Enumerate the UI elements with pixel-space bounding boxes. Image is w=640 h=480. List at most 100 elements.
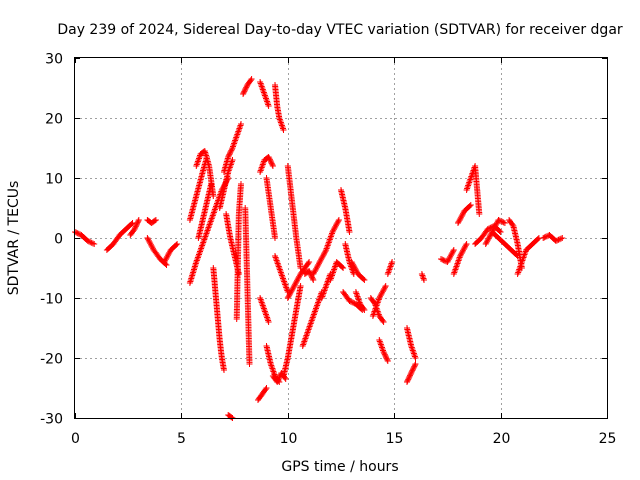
data-point-markers [450, 241, 470, 277]
data-point-markers [404, 361, 419, 385]
series-arc-22 [257, 154, 276, 175]
data-point-markers [257, 154, 276, 175]
data-point-markers [404, 325, 419, 361]
series-arc-46 [404, 361, 419, 385]
series-arc-25 [272, 82, 287, 133]
series-arc-20 [257, 295, 272, 325]
series-arc-43 [376, 337, 391, 364]
series-arc-02 [103, 220, 136, 253]
series-arc-06 [161, 241, 181, 265]
x-tick-label: 20 [493, 431, 511, 447]
series-arc-18 [242, 205, 253, 367]
data-point-markers [540, 232, 566, 244]
series-arc-26 [263, 175, 278, 241]
data-points [72, 76, 566, 421]
data-point-markers [221, 121, 244, 175]
series-arc-14 [216, 157, 236, 211]
x-tick-label: 25 [599, 431, 617, 447]
series-arc-12 [221, 121, 244, 175]
chart-title: Day 239 of 2024, Sidereal Day-to-day VTE… [57, 22, 623, 38]
data-point-markers [272, 82, 287, 133]
y-axis-label: SDTVAR / TECUs [6, 181, 22, 296]
series-arc-39 [352, 289, 368, 313]
series-arc-05 [144, 235, 170, 268]
plot-frame [74, 57, 608, 419]
data-point-markers [463, 163, 483, 217]
data-point-markers [255, 385, 270, 403]
data-point-markers [284, 163, 304, 271]
series-arc-35 [327, 259, 347, 283]
data-point-markers [284, 259, 313, 301]
data-point-markers [376, 337, 391, 364]
data-point-markers [272, 253, 291, 295]
series-arc-17 [240, 76, 255, 97]
series-arc-58 [540, 232, 566, 244]
y-tick-label: -10 [40, 292, 63, 308]
series-arc-04 [144, 217, 159, 226]
x-tick-label: 0 [71, 431, 80, 447]
series-arc-21 [255, 385, 270, 403]
series-arc-27 [272, 253, 291, 295]
series-arc-42 [369, 283, 389, 319]
data-point-markers [195, 181, 215, 241]
data-point-markers [242, 205, 253, 367]
series-arc-16 [233, 181, 244, 322]
series-arc-19 [257, 79, 272, 109]
data-point-markers [489, 229, 521, 259]
data-point-markers [352, 289, 368, 313]
data-point-markers [455, 202, 474, 226]
series-arc-57 [523, 235, 542, 253]
data-point-markers [369, 283, 389, 319]
series-arc-50 [455, 202, 474, 226]
data-point-markers [310, 217, 342, 277]
data-point-markers [338, 187, 353, 235]
data-point-markers [240, 76, 255, 97]
series-arc-30 [284, 259, 313, 301]
series-arc-10 [195, 181, 215, 241]
y-tick-label: 20 [45, 112, 63, 128]
y-axis-ticks: -30 -20 -10 0 10 20 30 [40, 52, 607, 428]
data-point-markers [257, 295, 272, 325]
data-point-markers [438, 247, 457, 265]
x-tick-label: 10 [280, 431, 298, 447]
y-tick-label: 10 [45, 172, 63, 188]
grid [75, 58, 607, 418]
series-arc-47 [418, 271, 427, 283]
series-arc-49 [450, 241, 470, 277]
y-tick-label: -30 [40, 412, 63, 428]
data-point-markers [384, 259, 396, 277]
data-point-markers [327, 259, 347, 283]
series-arc-54 [489, 229, 521, 259]
series-arc-40 [348, 259, 368, 283]
series-arc-48 [438, 247, 457, 265]
data-point-markers [233, 181, 244, 322]
data-point-markers [348, 259, 368, 283]
x-tick-label: 5 [177, 431, 186, 447]
series-arc-15 [225, 412, 236, 421]
y-tick-label: 0 [54, 232, 63, 248]
data-point-markers [280, 283, 304, 379]
series-arc-29 [284, 163, 304, 271]
data-point-markers [257, 79, 272, 109]
series-arc-45 [404, 325, 419, 361]
data-point-markers [216, 157, 236, 211]
series-arc-33 [310, 217, 342, 277]
data-point-markers [263, 175, 278, 241]
data-point-markers [144, 235, 170, 268]
y-tick-label: -20 [40, 352, 63, 368]
series-arc-28 [280, 283, 304, 379]
data-point-markers [225, 412, 236, 421]
data-point-markers [418, 271, 427, 283]
series-arc-51 [463, 163, 483, 217]
data-point-markers [210, 265, 227, 373]
data-point-markers [144, 217, 159, 226]
series-arc-11 [210, 265, 227, 373]
series-arc-36 [338, 187, 353, 235]
series-arc-03 [127, 217, 142, 238]
data-point-markers [103, 220, 136, 253]
series-arc-44 [384, 259, 396, 277]
data-point-markers [127, 217, 142, 238]
data-point-markers [161, 241, 181, 265]
x-tick-label: 15 [386, 431, 404, 447]
